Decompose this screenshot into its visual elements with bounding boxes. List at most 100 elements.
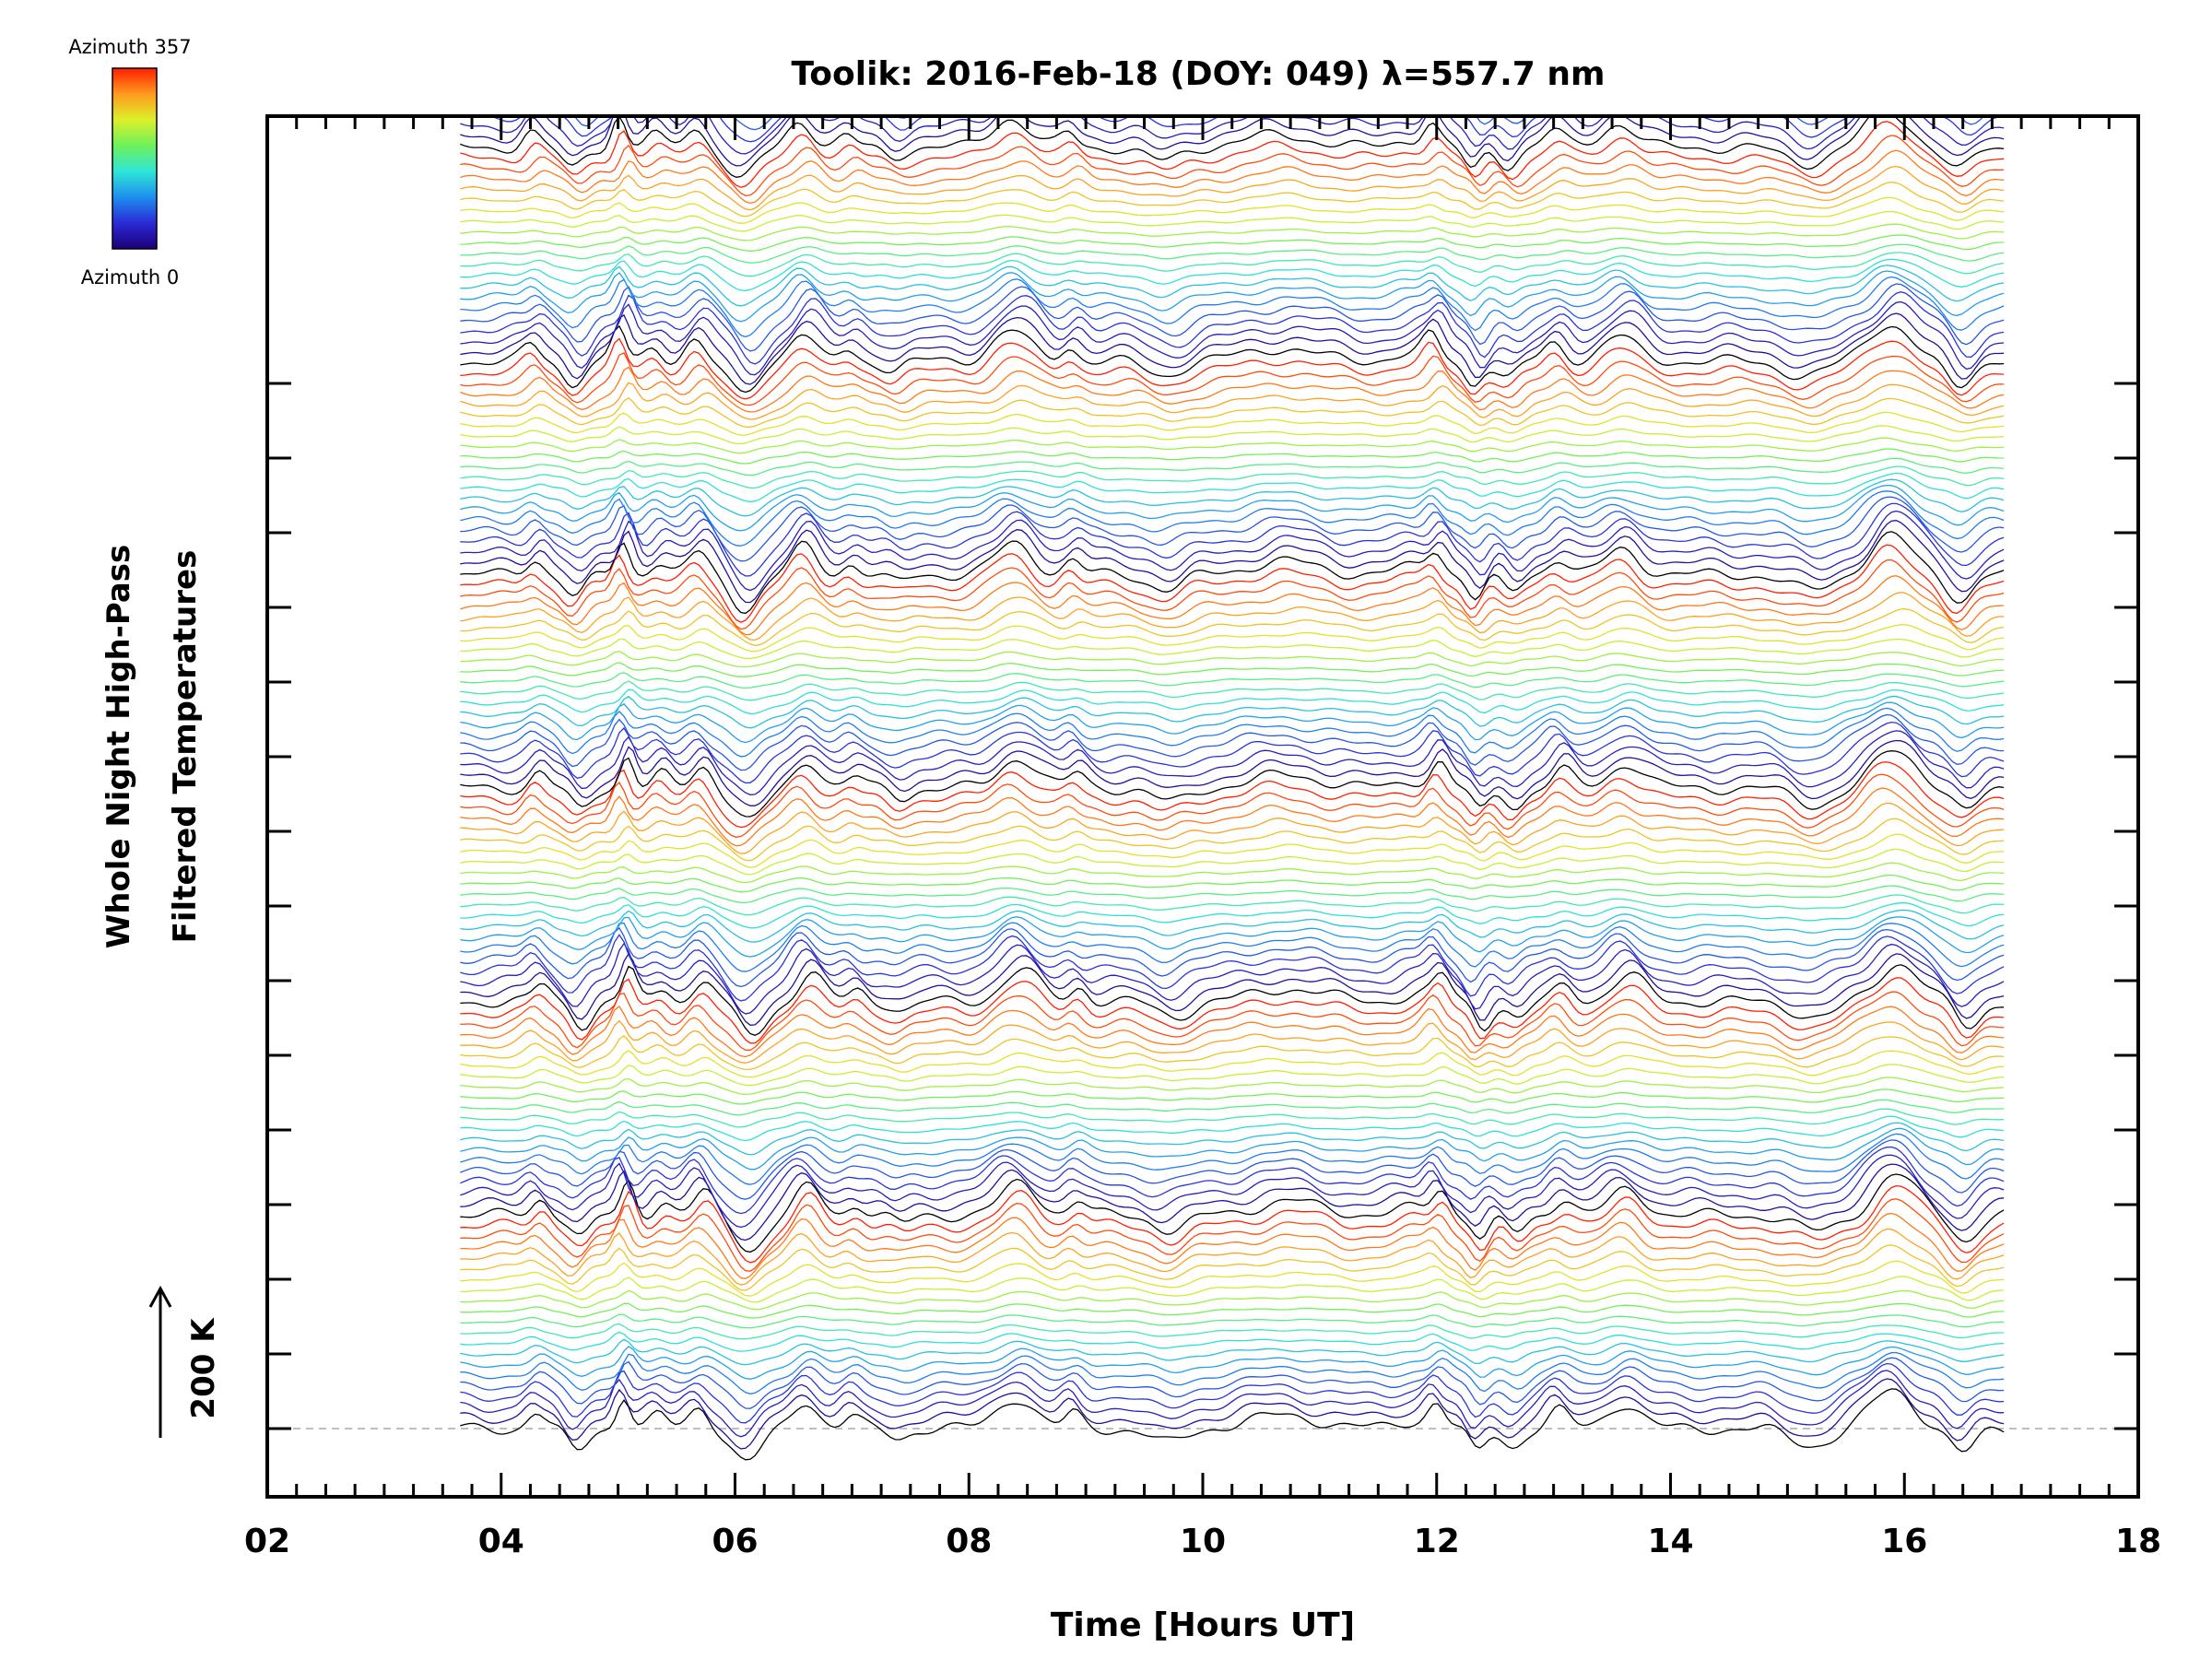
- x-axis-tick-labels: 02 04 06 08 10 12 14 16 18: [244, 1523, 2161, 1560]
- trace-line: [460, 1050, 2005, 1078]
- trace-line: [460, 964, 2005, 1037]
- trace-line: [460, 902, 2005, 929]
- trace-line: [460, 739, 2005, 806]
- trace-line: [460, 1122, 2005, 1156]
- trace-line: [460, 1198, 2005, 1272]
- trace-line: [460, 135, 2005, 196]
- y-axis-label-line1: Whole Night High-Pass: [100, 545, 137, 949]
- trace-line: [460, 730, 2005, 795]
- trace-line: [460, 680, 2005, 701]
- trace-line: [460, 575, 2005, 636]
- trace-line: [460, 300, 2005, 376]
- trace-line: [460, 874, 2005, 893]
- trace-line: [460, 848, 2005, 876]
- trace-line: [460, 382, 2005, 420]
- x-tick-label: 04: [478, 1523, 524, 1560]
- trace-line: [460, 1351, 2005, 1394]
- plot-area: 02 04 06 08 10 12 14 16 18: [244, 0, 2161, 1560]
- colorbar-top-label: Azimuth 357: [68, 36, 191, 58]
- colorbar-bottom-label: Azimuth 0: [81, 266, 180, 288]
- trace-line: [460, 773, 2005, 838]
- trace-line: [460, 1154, 2005, 1229]
- trace-line: [460, 165, 2005, 211]
- trace-line: [460, 1064, 2005, 1087]
- trace-line: [460, 496, 2005, 562]
- trace-line: [460, 1108, 2005, 1128]
- trace-line: [460, 1133, 2005, 1185]
- trace-line: [460, 862, 2005, 884]
- trace-line: [460, 1244, 2005, 1291]
- trace-line: [460, 352, 2005, 406]
- trace-line: [460, 478, 2005, 517]
- trace-line: [460, 1099, 2005, 1116]
- trace-line: [460, 276, 2005, 338]
- x-tick-label: 14: [1647, 1523, 1693, 1560]
- trace-line: [460, 592, 2005, 641]
- y-axis-label-line2: Filtered Temperatures: [167, 550, 204, 944]
- trace-line: [460, 1115, 2005, 1142]
- trace-line: [460, 802, 2005, 854]
- trace-line: [460, 707, 2005, 758]
- trace-line: [460, 425, 2005, 445]
- x-tick-label: 12: [1414, 1523, 1460, 1560]
- trace-line: [460, 662, 2005, 677]
- x-tick-label: 18: [2115, 1523, 2161, 1560]
- plot-frame: [265, 114, 2140, 1499]
- trace-line: [460, 12, 2004, 27]
- trace-line: [460, 1139, 2005, 1200]
- trace-line: [460, 1346, 2005, 1380]
- trace-line: [460, 721, 2005, 784]
- trace-line: [460, 922, 2005, 972]
- trace-line: [460, 909, 2005, 943]
- trace-line: [460, 695, 2005, 729]
- trace-line: [460, 396, 2005, 428]
- trace-line: [460, 472, 2005, 502]
- trace-line: [460, 1260, 2005, 1297]
- trace-line: [460, 750, 2005, 818]
- trace-line: [460, 1088, 2005, 1105]
- trace-line: [460, 1146, 2005, 1215]
- trace-line: [460, 1362, 2005, 1424]
- scale-bar: 200 K: [148, 1285, 222, 1438]
- trace-line: [460, 977, 2005, 1044]
- x-tick-label: 02: [244, 1523, 290, 1560]
- trace-line: [460, 624, 2005, 653]
- trace-line: [460, 672, 2005, 689]
- trace-line: [460, 448, 2005, 465]
- trace-line: [460, 894, 2005, 916]
- trace-line: [460, 0, 2004, 17]
- trace-line: [460, 1378, 2005, 1450]
- trace-line: [460, 490, 2005, 547]
- trace-line: [460, 638, 2005, 660]
- trace-line: [460, 926, 2005, 988]
- trace-line: [460, 531, 2005, 615]
- y-axis-ticks: [267, 382, 2138, 1430]
- trace-line: [460, 258, 2005, 291]
- trace-line: [460, 324, 2005, 394]
- trace-line: [460, 952, 2005, 1026]
- trace-line: [460, 991, 2005, 1052]
- trace-line: [460, 713, 2005, 771]
- trace-line: [460, 559, 2005, 630]
- scale-label: 200 K: [185, 1317, 222, 1419]
- trace-line: [460, 1228, 2005, 1286]
- trace-line: [460, 787, 2005, 847]
- trace-line: [460, 544, 2005, 623]
- x-tick-label: 10: [1180, 1523, 1226, 1560]
- trace-line: [460, 1313, 2005, 1329]
- trace-line: [460, 31, 2004, 50]
- trace-line: [460, 1338, 2005, 1366]
- trace-line: [460, 1212, 2005, 1279]
- trace-line: [460, 411, 2005, 436]
- trace-line: [460, 116, 2005, 167]
- trace-line: [460, 116, 2005, 178]
- trace-line: [460, 942, 2005, 1015]
- trace-line: [460, 1127, 2005, 1171]
- trace-line: [460, 1357, 2005, 1409]
- chart-title: Toolik: 2016-Feb-18 (DOY: 049) λ=557.7 n…: [792, 55, 1606, 93]
- trace-line: [460, 457, 2005, 477]
- trace-line: [460, 885, 2005, 904]
- trace-line: [460, 1184, 2005, 1264]
- trace-line: [460, 283, 2005, 352]
